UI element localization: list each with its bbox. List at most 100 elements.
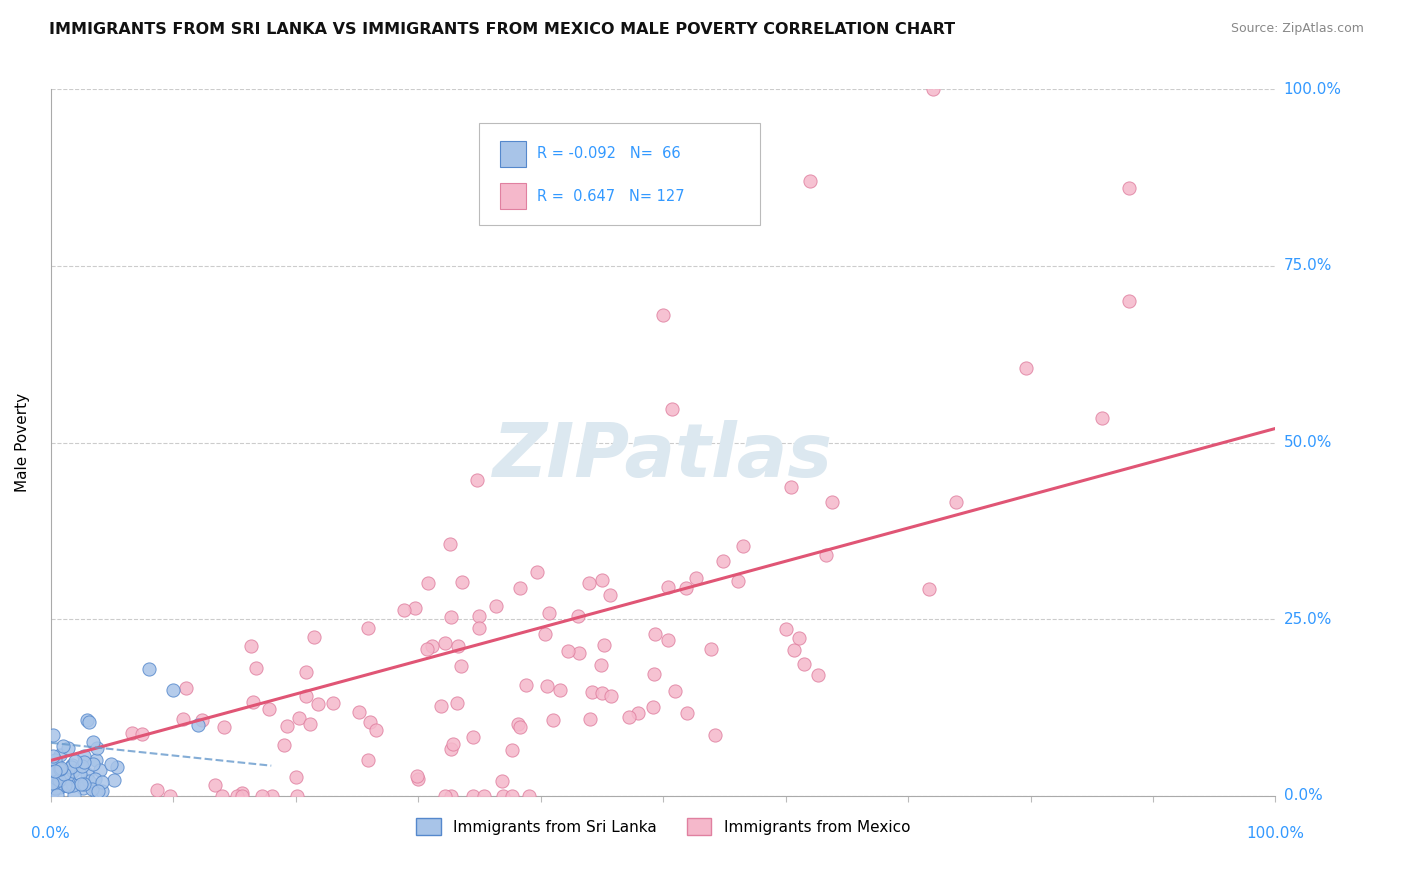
- Point: [48, 748, 70, 763]
- Point: [420, 639, 443, 653]
- Text: R = -0.092   N=  66: R = -0.092 N= 66: [537, 146, 681, 161]
- Point: [578, 712, 600, 726]
- Point: [56, 769, 79, 783]
- Point: [491, 773, 513, 788]
- Point: [294, 689, 316, 703]
- Point: [273, 738, 295, 752]
- Point: [727, 574, 749, 588]
- Point: [46, 761, 69, 775]
- Point: [77, 774, 100, 789]
- Point: [349, 705, 371, 719]
- Point: [55, 767, 77, 781]
- Point: [252, 789, 274, 803]
- Point: [162, 682, 184, 697]
- Point: [49, 762, 72, 776]
- Point: [567, 609, 589, 624]
- Point: [79, 715, 101, 730]
- Point: [69, 767, 91, 781]
- Point: [439, 537, 461, 551]
- Point: [262, 789, 284, 803]
- Point: [82, 757, 104, 772]
- Text: IMMIGRANTS FROM SRI LANKA VS IMMIGRANTS FROM MEXICO MALE POVERTY CORRELATION CHA: IMMIGRANTS FROM SRI LANKA VS IMMIGRANTS …: [49, 22, 955, 37]
- Point: [105, 760, 128, 774]
- Point: [287, 711, 309, 725]
- Point: [257, 702, 280, 716]
- Point: [568, 646, 591, 660]
- Point: [42, 728, 65, 742]
- Point: [780, 480, 803, 494]
- Point: [53, 767, 76, 781]
- Point: [617, 709, 640, 723]
- Point: [600, 689, 623, 703]
- Text: Source: ZipAtlas.com: Source: ZipAtlas.com: [1230, 22, 1364, 36]
- Point: [465, 473, 488, 487]
- Point: [501, 743, 523, 757]
- Point: [103, 773, 125, 788]
- FancyBboxPatch shape: [479, 123, 761, 225]
- Point: [42, 771, 65, 785]
- Text: 100.0%: 100.0%: [1284, 82, 1341, 97]
- FancyBboxPatch shape: [499, 183, 526, 210]
- Point: [72, 781, 94, 796]
- Point: [48, 762, 70, 776]
- Point: [675, 581, 697, 595]
- Point: [433, 789, 456, 803]
- Point: [39, 789, 62, 803]
- Point: [73, 755, 96, 769]
- Point: [42, 776, 65, 790]
- Point: [433, 636, 456, 650]
- Point: [461, 789, 484, 803]
- Point: [509, 720, 531, 734]
- Point: [191, 713, 214, 727]
- Point: [214, 720, 236, 734]
- Point: [450, 659, 472, 673]
- Point: [676, 706, 699, 721]
- Point: [70, 759, 93, 773]
- Point: [440, 741, 463, 756]
- Point: [1014, 361, 1036, 376]
- Point: [91, 784, 114, 798]
- Point: [641, 700, 664, 714]
- Point: [404, 601, 426, 615]
- Point: [46, 767, 69, 781]
- Point: [652, 309, 675, 323]
- Point: [733, 539, 755, 553]
- Point: [416, 575, 439, 590]
- Point: [1118, 181, 1140, 195]
- Point: [59, 760, 82, 774]
- Point: [58, 740, 80, 755]
- Point: [415, 641, 437, 656]
- Point: [548, 683, 571, 698]
- Point: [472, 789, 495, 803]
- Point: [56, 779, 79, 793]
- Point: [211, 789, 233, 803]
- Point: [406, 769, 429, 783]
- Point: [90, 775, 112, 789]
- Point: [492, 789, 515, 803]
- Point: [60, 757, 83, 772]
- Point: [45, 771, 67, 785]
- Point: [356, 753, 378, 767]
- Point: [285, 770, 308, 784]
- Y-axis label: Male Poverty: Male Poverty: [15, 393, 30, 492]
- Point: [48, 780, 70, 794]
- Point: [359, 714, 381, 729]
- Point: [187, 718, 209, 732]
- Point: [42, 762, 65, 776]
- Point: [921, 82, 943, 96]
- Point: [392, 603, 415, 617]
- Point: [121, 726, 143, 740]
- Point: [89, 764, 111, 778]
- Point: [51, 761, 73, 775]
- Point: [44, 780, 66, 795]
- Point: [42, 784, 65, 798]
- Point: [204, 778, 226, 792]
- Point: [299, 717, 322, 731]
- Point: [461, 730, 484, 744]
- Point: [591, 573, 613, 587]
- Point: [86, 753, 108, 767]
- Point: [627, 706, 650, 721]
- Point: [918, 582, 941, 597]
- Point: [591, 686, 613, 700]
- Point: [526, 565, 548, 579]
